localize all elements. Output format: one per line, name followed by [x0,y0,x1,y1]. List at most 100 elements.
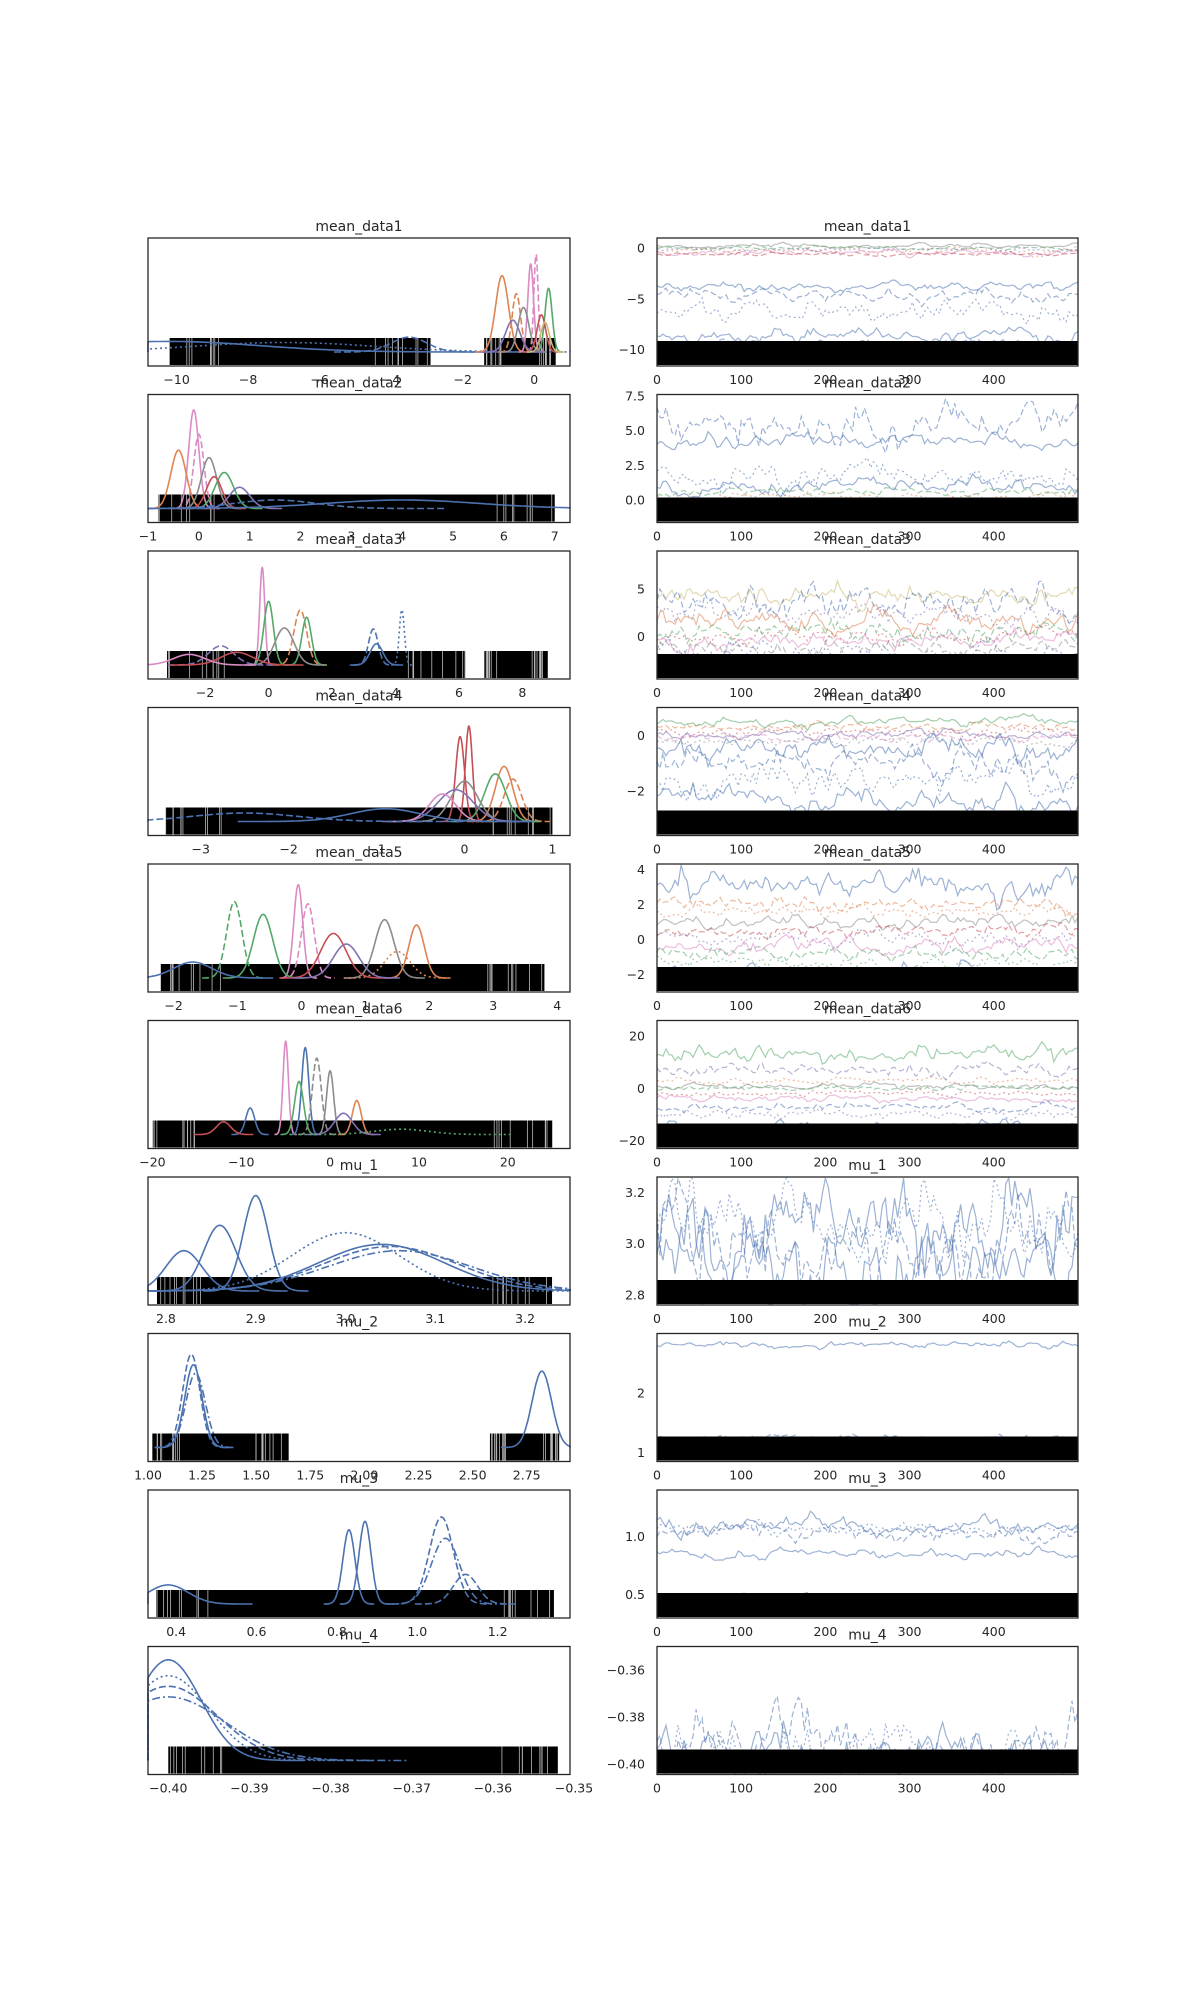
x-tick-label: 0 [653,998,661,1013]
density-curve-mean_data2-1 [177,433,221,510]
trace-chain-mean_data3-1 [656,580,1079,625]
trace-chain-mean_data2-3 [656,472,1079,499]
x-tick-label: 0 [653,1781,661,1796]
x-tick-label: 2.25 [405,1468,433,1483]
density-curve-mean_data3-3 [286,616,327,666]
density-panel-mean_data4: mean_data4 −3 −2 −1 0 1 [147,689,571,857]
trace-rug-band [657,341,1078,365]
trace-chain-mean_data6-1 [656,1060,1079,1081]
trace-chain-mean_data1-4 [656,251,1079,258]
x-tick-label: 2 [297,529,305,544]
x-tick-label: 400 [982,529,1006,544]
panel-title: mean_data3 [824,532,911,548]
x-tick-label: 300 [898,685,922,700]
x-tick-label: 4 [392,685,400,700]
density-curve-mean_data6-6 [231,1107,269,1136]
x-tick-label: 2.50 [459,1468,487,1483]
density-panel-mean_data6: mean_data6 −20 −10 0 10 20 [139,1002,571,1170]
x-tick-label: 200 [813,372,837,387]
trace-chain-mean_data1-6 [656,279,1079,294]
trace-chain-mean_data5-0 [656,864,1079,911]
x-tick-label: −1 [139,529,157,544]
x-tick-label: 200 [813,685,837,700]
trace-chain-mean_data4-4 [656,731,1079,745]
x-tick-label: 400 [982,998,1006,1013]
y-tick-label: 2.8 [625,1287,645,1302]
trace-chain-mean_data3-7 [656,635,1079,664]
density-curve-mean_data3-7 [349,643,404,666]
density-curve-mu_3-3 [390,1516,492,1605]
y-tick-label: −2 [627,783,645,798]
panel-title: mu_4 [340,1628,379,1644]
density-curve-mean_data5-9 [147,961,274,979]
density-frame [147,1176,571,1306]
x-tick-label: 5 [449,529,457,544]
density-curve-mean_data6-7 [193,1121,254,1136]
x-tick-label: 0 [653,1311,661,1326]
trace-chain-mu_3-1 [656,1521,1079,1545]
x-tick-label: 0 [265,685,273,700]
density-frame [147,1489,571,1619]
y-tick-label: 0 [637,1081,645,1096]
panel-title: mu_2 [340,1315,378,1331]
y-tick-label: −10 [619,342,645,357]
x-tick-label: 0.8 [327,1624,347,1639]
density-curve-mean_data5-5 [384,924,449,979]
x-tick-label: 300 [898,1781,922,1796]
density-curve-mean_data2-8 [148,499,571,510]
density-curve-mean_data5-2 [202,900,267,979]
density-curve-mu_2-0 [154,1353,228,1449]
x-tick-label: 2.8 [156,1311,176,1326]
y-tick-label: 20 [629,1029,645,1044]
trace-panel-mu_3: mu_3 1.0 0.5 0 100 200 300 400 [625,1471,1079,1639]
trace-rug-band [657,1123,1078,1148]
trace-rug-band [657,654,1078,678]
trace-panel-mu_2: mu_2 2 10 100 200 300 400 [637,1315,1079,1483]
x-tick-label: 1 [361,998,369,1013]
rug-band [484,651,548,678]
x-tick-label: 1 [246,529,254,544]
trace-chain-mean_data1-7 [656,286,1079,308]
y-tick-label: −20 [619,1133,645,1148]
x-tick-label: 100 [729,1781,753,1796]
trace-chain-mean_data2-1 [656,396,1079,455]
x-tick-label: −0.40 [149,1781,187,1796]
x-tick-label: 3.2 [515,1311,535,1326]
panel-title: mean_data2 [824,376,911,392]
x-tick-label: 1.0 [407,1624,427,1639]
x-tick-label: 200 [813,842,837,857]
density-panel-mean_data3: mean_data3 −2 0 2 4 6 8 [147,532,571,700]
panel-title: mu_3 [340,1471,378,1487]
x-tick-label: −1 [367,842,385,857]
x-tick-label: −0.38 [311,1781,349,1796]
trace-chain-mu_3-2 [656,1519,1079,1538]
density-curve-mean_data6-4 [280,1080,318,1136]
x-tick-label: 1.25 [188,1468,216,1483]
density-curve-mean_data3-0 [251,566,273,666]
trace-frame [656,863,1079,993]
trace-rug-band [657,1280,1078,1304]
trace-panel-mu_1: mu_1 3.2 3.0 2.8 0 100 200 300 400 [625,1158,1079,1326]
density-frame [147,550,571,680]
panel-title: mean_data2 [315,376,402,392]
density-curve-mean_data6-1 [290,1046,321,1136]
panel-title: mu_1 [340,1158,378,1174]
trace-chain-mean_data6-8 [656,1107,1079,1121]
y-tick-label: −2 [627,967,645,982]
y-tick-label: 0.5 [625,1587,645,1602]
trace-chain-mean_data3-2 [656,597,1079,631]
rug-band [156,1277,553,1304]
trace-frame [656,1019,1079,1150]
x-tick-label: 1.2 [488,1624,508,1639]
x-tick-label: −2 [164,998,182,1013]
panel-title: mu_3 [848,1471,886,1487]
x-tick-label: 0 [530,372,538,387]
panel-title: mean_data4 [824,689,911,705]
trace-chain-mean_data6-0 [656,1040,1079,1065]
panel-title: mean_data5 [315,845,402,861]
panel-title: mean_data1 [315,219,402,235]
y-tick-label: 0 [637,629,645,644]
x-tick-label: 8 [518,685,526,700]
density-panel-mu_2: mu_2 1.00 1.25 1.50 1.75 2.00 2.25 2.50 2.75 [134,1315,571,1483]
